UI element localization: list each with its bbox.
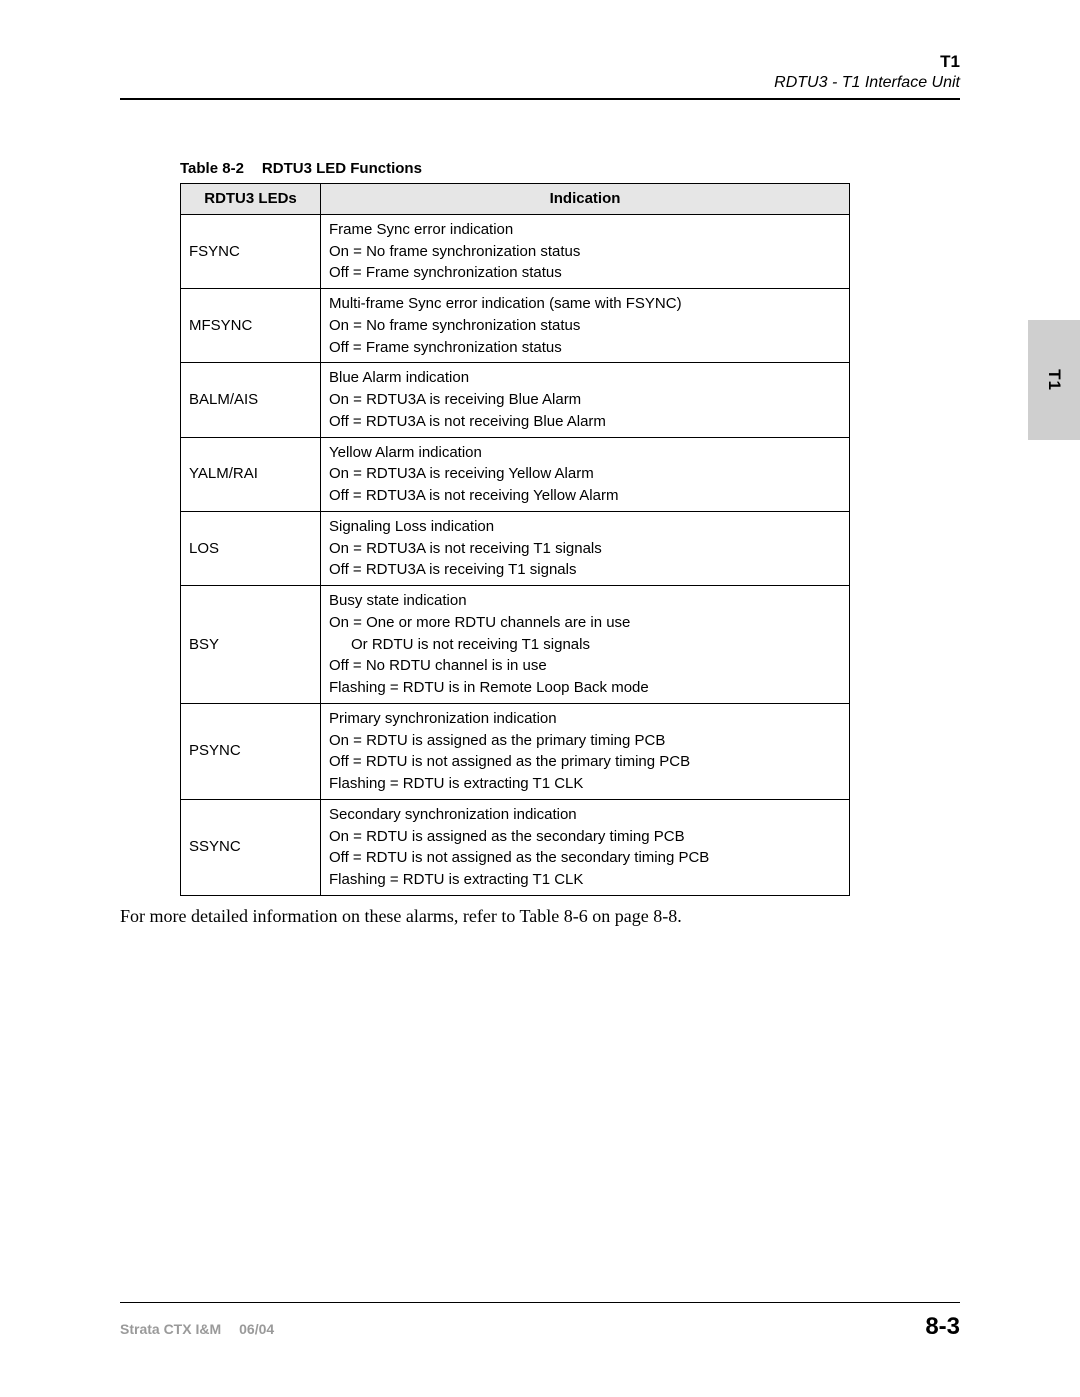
indication-cell: Busy state indication On = One or more RD…: [321, 586, 850, 704]
led-name-cell: MFSYNC: [181, 289, 321, 363]
indication-line: On = RDTU3A is receiving Blue Alarm: [329, 391, 581, 408]
indication-line: Blue Alarm indication: [329, 369, 469, 386]
indication-line: Flashing = RDTU is extracting T1 CLK: [329, 775, 583, 792]
indication-line: On = RDTU3A is receiving Yellow Alarm: [329, 465, 594, 482]
table-caption-number: Table 8-2: [180, 160, 244, 177]
indication-cell: Yellow Alarm indication On = RDTU3A is re…: [321, 437, 850, 511]
footer-date: 06/04: [239, 1321, 274, 1337]
footnote-text: For more detailed information on these a…: [120, 906, 960, 927]
led-name-cell: BSY: [181, 586, 321, 704]
table-row: MFSYNC Multi-frame Sync error indication …: [181, 289, 850, 363]
indication-cell: Multi-frame Sync error indication (same …: [321, 289, 850, 363]
indication-line: Yellow Alarm indication: [329, 444, 482, 461]
side-tab: T1: [1028, 320, 1080, 440]
footer-doc: Strata CTX I&M: [120, 1321, 221, 1337]
table-row: FSYNC Frame Sync error indication On = No …: [181, 214, 850, 288]
table-row: PSYNC Primary synchronization indication O…: [181, 703, 850, 799]
indication-cell: Frame Sync error indication On = No frame…: [321, 214, 850, 288]
col-header-leds: RDTU3 LEDs: [181, 184, 321, 215]
indication-line: Off = Frame synchronization status: [329, 264, 562, 281]
indication-cell: Primary synchronization indication On = R…: [321, 703, 850, 799]
indication-line: Off = RDTU3A is receiving T1 signals: [329, 561, 576, 578]
table-row: SSYNCSecondary synchronization indicatio…: [181, 799, 850, 895]
indication-line: On = RDTU is assigned as the primary tim…: [329, 732, 665, 749]
table-row: LOS Signaling Loss indication On = RDTU3A …: [181, 511, 850, 585]
indication-line: On = No frame synchronization status: [329, 317, 580, 334]
led-functions-table: RDTU3 LEDs Indication FSYNCFrame Sync er…: [180, 183, 850, 896]
indication-line: Flashing = RDTU is extracting T1 CLK: [329, 871, 583, 888]
header-subtitle: RDTU3 - T1 Interface Unit: [120, 74, 960, 92]
indication-line: Primary synchronization indication: [329, 710, 557, 727]
indication-line: Frame Sync error indication: [329, 221, 513, 238]
indication-line: Busy state indication: [329, 592, 467, 609]
table-row: BALM/AIS Blue Alarm indication On = RDTU3A…: [181, 363, 850, 437]
led-name-cell: FSYNC: [181, 214, 321, 288]
indication-line: Signaling Loss indication: [329, 518, 494, 535]
indication-cell: Blue Alarm indication On = RDTU3A is rece…: [321, 363, 850, 437]
indication-cell: Secondary synchronization indication On =…: [321, 799, 850, 895]
indication-line: Off = RDTU3A is not receiving Blue Alarm: [329, 413, 606, 430]
led-name-cell: SSYNC: [181, 799, 321, 895]
indication-line: On = RDTU3A is not receiving T1 signals: [329, 540, 602, 557]
table-row: BSY Busy state indication On = One or more…: [181, 586, 850, 704]
indication-line: Flashing = RDTU is in Remote Loop Back m…: [329, 679, 649, 696]
indication-line: Off = Frame synchronization status: [329, 339, 562, 356]
table-caption: Table 8-2 RDTU3 LED Functions: [180, 160, 960, 177]
indication-line: Or RDTU is not receiving T1 signals: [329, 634, 590, 656]
page-footer: Strata CTX I&M 06/04 8-3: [120, 1302, 960, 1341]
indication-line: On = One or more RDTU channels are in us…: [329, 614, 630, 631]
led-name-cell: PSYNC: [181, 703, 321, 799]
indication-line: Off = RDTU is not assigned as the second…: [329, 849, 709, 866]
indication-line: Secondary synchronization indication: [329, 806, 577, 823]
led-name-cell: LOS: [181, 511, 321, 585]
indication-cell: Signaling Loss indication On = RDTU3A is …: [321, 511, 850, 585]
indication-line: On = RDTU is assigned as the secondary t…: [329, 828, 685, 845]
page-header: T1 RDTU3 - T1 Interface Unit: [120, 52, 960, 100]
indication-line: On = No frame synchronization status: [329, 243, 580, 260]
indication-line: Off = RDTU3A is not receiving Yellow Ala…: [329, 487, 618, 504]
header-title: T1: [120, 52, 960, 72]
col-header-indication: Indication: [321, 184, 850, 215]
page: T1 RDTU3 - T1 Interface Unit Table 8-2 RD…: [0, 0, 1080, 1397]
indication-line: Multi-frame Sync error indication (same …: [329, 295, 682, 312]
footer-page-number: 8-3: [925, 1313, 960, 1341]
led-name-cell: BALM/AIS: [181, 363, 321, 437]
led-name-cell: YALM/RAI: [181, 437, 321, 511]
indication-line: Off = No RDTU channel is in use: [329, 657, 547, 674]
table-row: YALM/RAI Yellow Alarm indication On = RDTU…: [181, 437, 850, 511]
footer-left: Strata CTX I&M 06/04: [120, 1321, 274, 1337]
table-header-row: RDTU3 LEDs Indication: [181, 184, 850, 215]
side-tab-label: T1: [1044, 369, 1064, 391]
table-caption-title: RDTU3 LED Functions: [262, 160, 422, 177]
indication-line: Off = RDTU is not assigned as the primar…: [329, 753, 690, 770]
